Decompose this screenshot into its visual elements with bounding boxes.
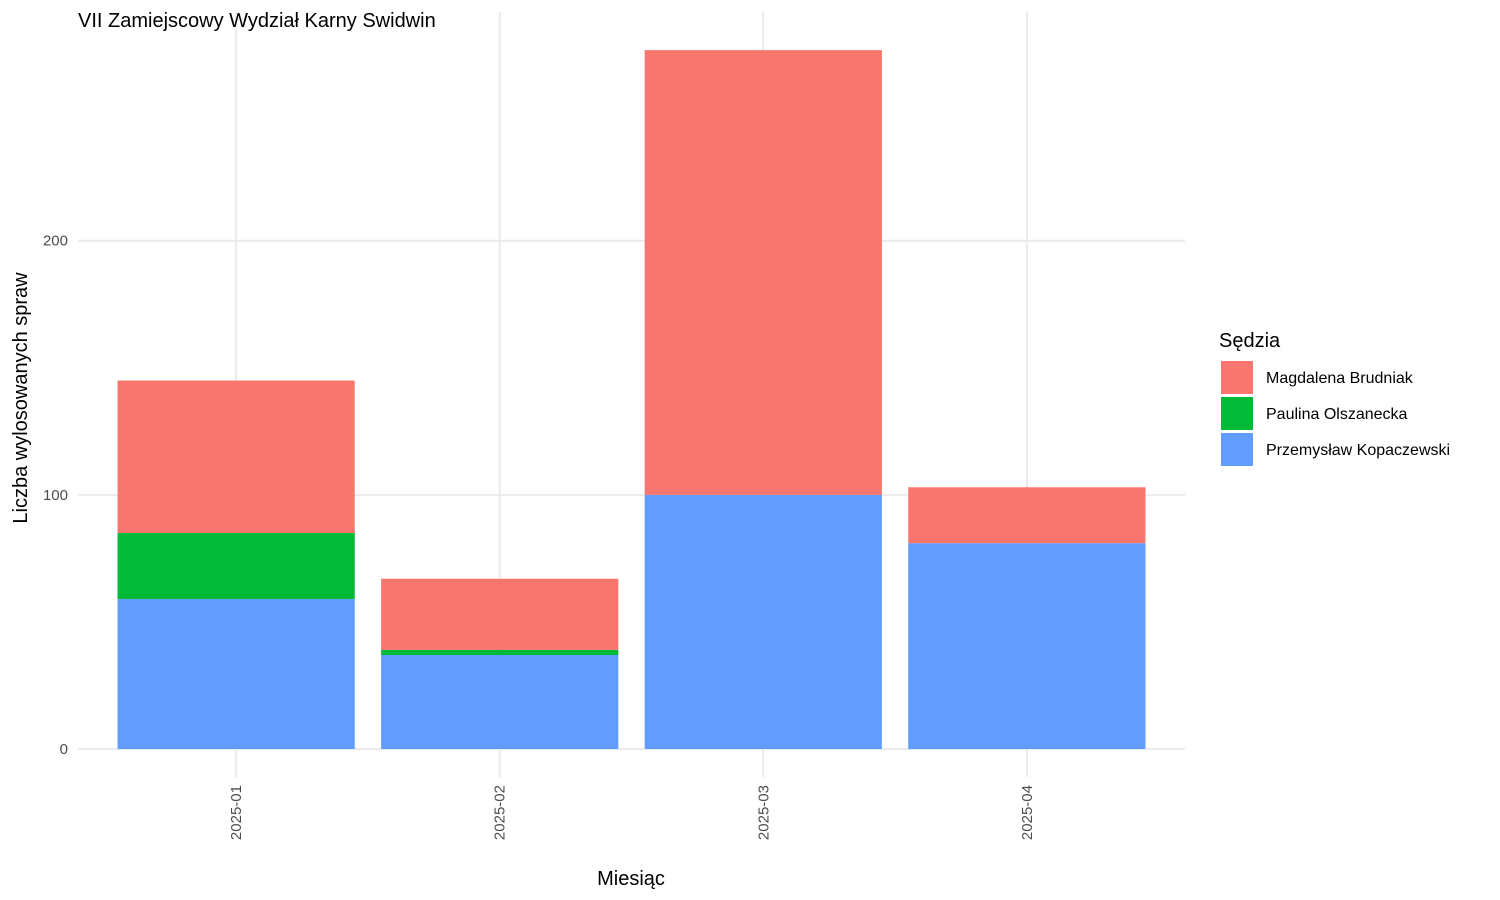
x-tick-label: 2025-03 <box>755 785 772 840</box>
legend-swatch <box>1221 433 1253 466</box>
bar-segment <box>644 50 882 495</box>
legend-label: Przemysław Kopaczewski <box>1266 442 1450 459</box>
legend-title: Sędzia <box>1219 330 1281 352</box>
legend-swatch <box>1221 361 1253 394</box>
bar-segment <box>117 533 355 600</box>
y-tick-label: 100 <box>43 487 68 504</box>
bars <box>117 50 1146 750</box>
y-tick-label: 0 <box>60 741 68 758</box>
legend-label: Magdalena Brudniak <box>1266 370 1414 387</box>
y-tick-label: 200 <box>43 233 68 250</box>
bar-segment <box>381 649 619 656</box>
legend: Sędzia Magdalena Brudniak Paulina Olszane… <box>1219 330 1450 466</box>
bar-segment <box>908 543 1146 750</box>
y-axis-ticks: 0 100 200 <box>43 233 68 758</box>
legend-item: Magdalena Brudniak <box>1221 361 1414 394</box>
legend-items: Magdalena Brudniak Paulina Olszanecka Prze… <box>1221 361 1450 466</box>
bar-segment <box>117 599 355 750</box>
x-axis-ticks: 2025-01 2025-02 2025-03 2025-04 <box>228 785 1036 840</box>
x-axis-title: Miesiąc <box>597 868 665 890</box>
bar-segment <box>644 494 882 750</box>
legend-item: Przemysław Kopaczewski <box>1221 433 1450 466</box>
x-tick-label: 2025-01 <box>228 785 245 840</box>
legend-swatch <box>1221 397 1253 430</box>
bar-segment <box>381 578 619 650</box>
bar-segment <box>908 487 1146 544</box>
legend-label: Paulina Olszanecka <box>1266 406 1408 423</box>
bar-segment <box>381 655 619 750</box>
x-tick-label: 2025-02 <box>492 785 509 840</box>
chart-title: VII Zamiejscowy Wydział Karny Swidwin <box>78 10 436 32</box>
x-tick-label: 2025-04 <box>1019 785 1036 840</box>
y-axis-title: Liczba wylosowanych spraw <box>10 272 32 524</box>
legend-item: Paulina Olszanecka <box>1221 397 1408 430</box>
bar-segment <box>117 380 355 534</box>
